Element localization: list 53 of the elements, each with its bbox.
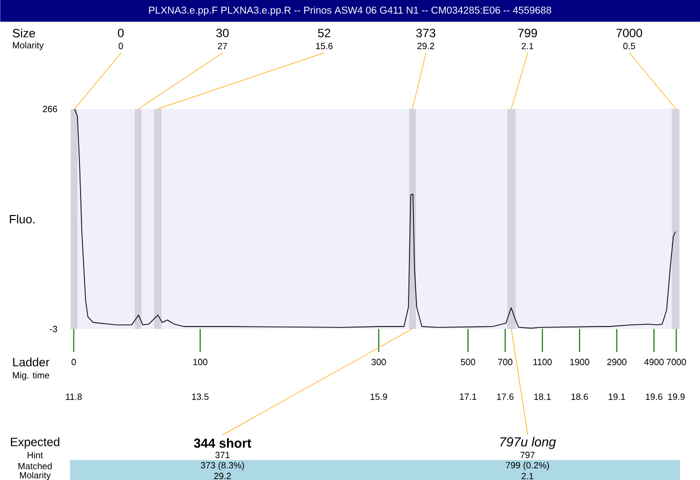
- x-tick-label: 11.8: [66, 394, 82, 400]
- line-series: [74, 109, 676, 329]
- annotation: 500: [460, 358, 476, 366]
- annotation: 30: [216, 28, 229, 38]
- annotation: 52: [318, 28, 330, 38]
- x-tick-label: 19.1: [608, 394, 626, 400]
- text: Matched: [18, 462, 52, 470]
- text: Ladder: [13, 358, 50, 366]
- x-tick-label: 13.5: [192, 394, 209, 400]
- annotation: 300: [372, 358, 386, 366]
- annotation: 2.1: [522, 42, 534, 50]
- annotation: 1900: [570, 358, 590, 366]
- annotation: 29.2: [418, 42, 434, 50]
- x-tick-label: 19.9: [668, 394, 685, 400]
- text: Molarity: [20, 472, 51, 480]
- annotation: 373: [416, 28, 436, 38]
- annotation: 0.5: [623, 42, 636, 50]
- annotation: 700: [498, 358, 512, 366]
- text: Expected: [10, 437, 60, 449]
- y-tick-label: 266: [42, 106, 58, 112]
- annotation: 797u long: [500, 436, 556, 450]
- y-tick-label: -3: [50, 326, 58, 332]
- annotation: 0: [118, 42, 123, 50]
- text: Size: [12, 28, 36, 38]
- annotation: 4900: [644, 358, 664, 366]
- annotation: 0: [118, 28, 124, 38]
- annotation: 7000: [666, 358, 686, 366]
- annotation: 1100: [533, 358, 552, 366]
- text: Molarity: [12, 42, 44, 50]
- annotation: 799: [518, 28, 537, 38]
- text: 797: [520, 452, 535, 458]
- annotation: 27: [218, 42, 228, 50]
- annotation: 0: [72, 358, 76, 366]
- text: 371: [215, 452, 230, 458]
- y-axis-title: Fluo.: [10, 214, 34, 224]
- x-tick-label: 17.6: [497, 394, 514, 400]
- x-tick-label: 18.1: [534, 394, 551, 400]
- annotation: 7000: [616, 28, 642, 38]
- text: 2.1: [522, 472, 534, 480]
- annotation: 344 short: [194, 438, 252, 448]
- chart-title: PLXNA3.e.pp.F PLXNA3.e.pp.R -- Prinos ASW4 06 G411 N1 -- CM034285:E06 -- 4559688: [149, 6, 552, 16]
- text: Hint: [28, 452, 43, 458]
- text: 373 (8.3%): [200, 462, 244, 470]
- x-tick-label: 15.9: [370, 394, 388, 400]
- text: Mig. time: [12, 372, 50, 380]
- annotation: 100: [193, 358, 208, 366]
- text: 799 (0.2%): [506, 462, 549, 470]
- text: 29.2: [214, 472, 231, 480]
- annotation: 15.6: [316, 42, 333, 50]
- x-tick-label: 19.6: [646, 394, 662, 400]
- x-tick-label: 18.6: [572, 394, 588, 400]
- annotation: 2900: [607, 358, 626, 366]
- x-tick-label: 17.1: [460, 394, 476, 400]
